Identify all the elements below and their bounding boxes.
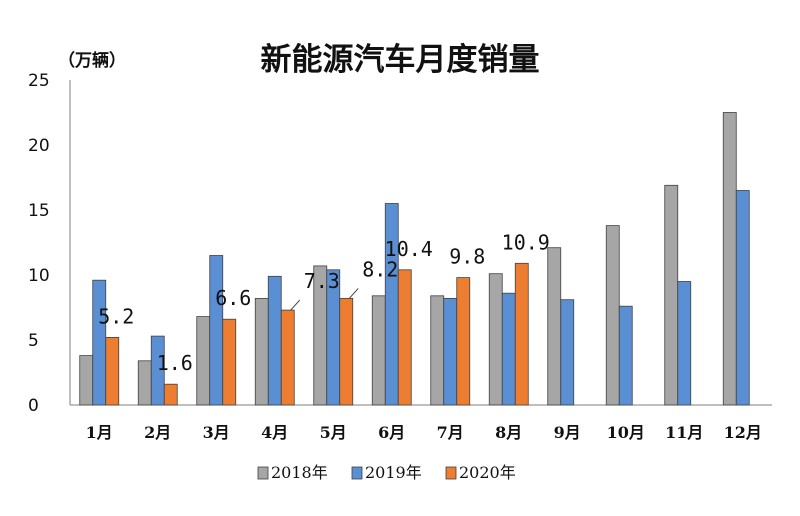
bar-2019年-11月 [677,281,692,406]
x-tick-label: 8月 [495,423,522,442]
data-label-3月: 6.6 [215,286,251,310]
bar-2019年-3月 [209,255,224,406]
legend-swatch-2020年 [445,466,457,480]
x-tick-label: 3月 [203,423,230,442]
data-label-4月: 7.3 [304,269,340,293]
y-unit-label: （万辆） [58,50,126,71]
bar-2020年-4月 [280,309,295,406]
legend-swatch-2019年 [351,466,363,480]
bar-2020年-5月 [339,297,354,406]
bar-2020年-3月 [222,318,237,406]
bar-2018年-11月 [664,184,679,406]
bar-2018年-8月 [488,273,503,406]
x-tick-label: 12月 [724,423,762,442]
legend-label-2019年: 2019年 [365,463,422,482]
bar-2018年-9月 [547,247,562,406]
bar-2019年-4月 [267,275,282,406]
y-tick-label: 5 [28,331,39,351]
bar-2018年-1月 [79,355,94,406]
x-tick-label: 1月 [86,423,113,442]
bar-2019年-12月 [735,190,750,406]
data-labels: 5.2 1.6 6.6 7.3 8.210.4 9.8 10.9 [98,230,550,375]
bar-2020年-8月 [514,262,529,406]
bar-2020年-6月 [397,269,412,406]
legend-label-2020年: 2020年 [459,463,516,482]
bar-2018年-4月 [254,297,269,406]
x-tick-label: 11月 [665,423,703,442]
x-tick-label: 6月 [378,423,405,442]
legend: 2018年 2019年 2020年 [257,463,516,482]
bar-2019年-9月 [560,299,575,406]
data-label-2月: 1.6 [157,351,193,375]
legend-label-2018年: 2018年 [271,463,328,482]
chart-title: 新能源汽车月度销量 [261,42,540,78]
y-tick-label: 10 [28,266,50,286]
bar-2019年-7月 [443,297,458,406]
y-tick-label: 25 [28,71,50,91]
data-label-leader [348,288,359,299]
axes: 0 5 10 15 20 25 1月 2月 3月 4月 5月 6月 7月 8月 9月 10月 11月 12月 [28,71,772,442]
data-label-1月: 5.2 [98,304,134,328]
y-tick-label: 0 [28,396,39,416]
x-tick-label: 9月 [554,423,581,442]
bar-2018年-2月 [137,360,152,406]
bar-2020年-7月 [456,277,471,406]
bar-2020年-1月 [105,336,120,406]
bar-2018年-12月 [722,112,737,406]
data-label-8月: 10.9 [502,230,550,254]
data-label-leader [290,299,301,311]
bar-2019年-8月 [501,292,516,406]
x-tick-label: 2月 [144,423,171,442]
bar-2018年-10月 [605,225,620,406]
bar-2018年-3月 [196,316,211,406]
data-label-6月: 10.4 [385,237,433,261]
bar-2018年-7月 [430,295,445,406]
y-tick-label: 20 [28,136,50,156]
bar-2018年-6月 [371,295,386,406]
bar-2019年-10月 [618,305,633,406]
x-tick-label: 4月 [261,423,288,442]
data-label-7月: 9.8 [449,245,485,269]
bar-2019年-2月 [150,335,165,406]
x-tick-label: 5月 [320,423,347,442]
y-tick-label: 15 [28,201,50,221]
bar-2019年-6月 [384,203,399,406]
data-label-5月: 8.2 [362,257,398,281]
x-tick-label: 7月 [437,423,464,442]
bars [79,112,750,406]
legend-swatch-2018年 [257,466,269,480]
x-tick-label: 10月 [607,423,645,442]
bar-2020年-2月 [163,383,178,406]
bar-2019年-1月 [92,279,107,406]
